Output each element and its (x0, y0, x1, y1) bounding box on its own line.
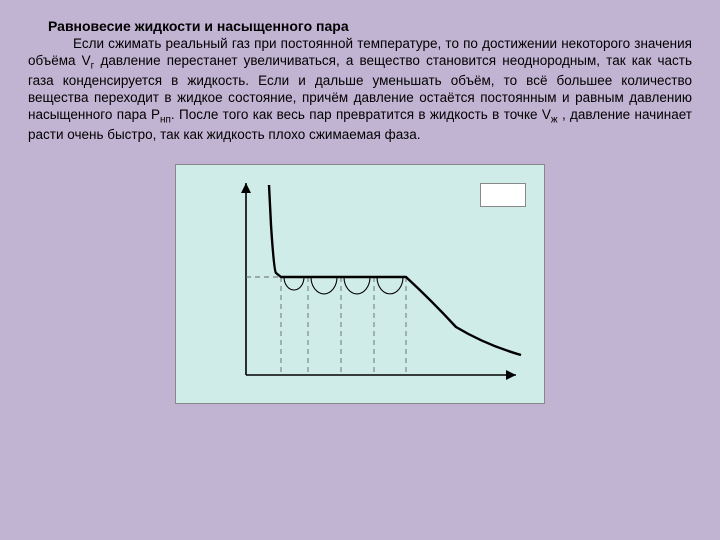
section-title: Равновесие жидкости и насыщенного пара (48, 18, 692, 34)
body-paragraph: Если сжимать реальный газ при постоянной… (28, 36, 692, 144)
legend-box (480, 183, 526, 207)
text-segment: После того как весь пар превратится в жи… (179, 107, 542, 122)
phase-diagram-chart (175, 164, 545, 404)
